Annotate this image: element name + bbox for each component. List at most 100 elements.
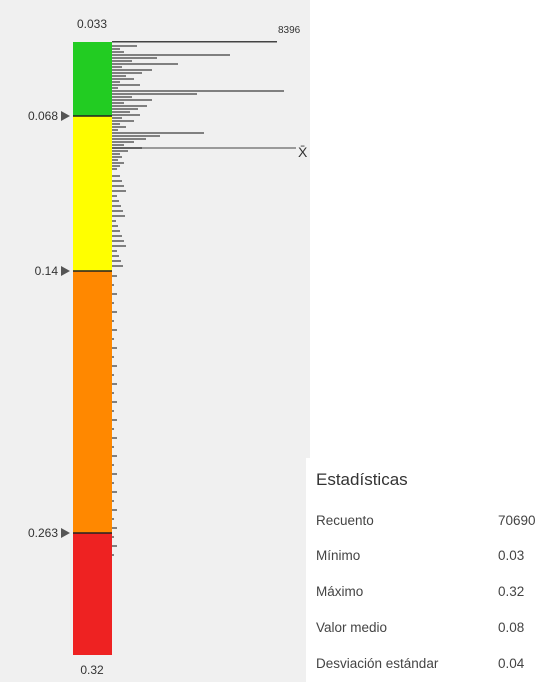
stat-value: 0.04: [498, 656, 525, 671]
class-break-label: 0.263: [28, 526, 58, 540]
histogram-bar: [112, 99, 152, 101]
histogram-bar: [112, 455, 117, 457]
histogram-bar: [112, 401, 117, 403]
histogram-bar: [112, 54, 230, 56]
histogram-max-count-label: 8396: [278, 25, 301, 36]
stat-value: 0.03: [498, 548, 525, 563]
histogram-bar: [112, 96, 132, 98]
histogram-bar: [112, 120, 134, 122]
histogram-bar: [112, 518, 114, 520]
histogram-bar: [112, 419, 117, 421]
histogram-bar: [112, 93, 197, 95]
histogram-bar: [112, 87, 118, 89]
class-break-handle[interactable]: [61, 266, 70, 276]
histogram-bar: [112, 156, 122, 158]
histogram-bar: [112, 105, 147, 107]
histogram-bar: [112, 245, 126, 247]
histogram-bar: [112, 150, 128, 152]
stat-row: Desviación estándar 0.04: [306, 656, 544, 676]
stat-row: Mínimo 0.03: [306, 548, 544, 568]
histogram-bar: [112, 45, 137, 47]
histogram-bar: [112, 200, 119, 202]
stat-label: Máximo: [316, 584, 364, 599]
stat-value: 70690: [498, 513, 536, 528]
histogram-bar: [112, 473, 117, 475]
class-break-handle[interactable]: [61, 528, 70, 538]
histogram-bar: [112, 509, 117, 511]
histogram-bar: [112, 57, 157, 59]
histogram-bar: [112, 392, 114, 394]
stat-label: Mínimo: [316, 548, 361, 563]
histogram-bar: [112, 111, 130, 113]
stat-row: Máximo 0.32: [306, 584, 544, 604]
class-break-handle[interactable]: [61, 111, 70, 121]
stat-row: Recuento 70690: [306, 513, 544, 533]
histogram-bar: [112, 175, 120, 177]
histogram-bar: [112, 374, 114, 376]
histogram-bar: [112, 51, 124, 53]
histogram-bar: [112, 545, 117, 547]
histogram-bar: [112, 329, 117, 331]
histogram-bar: [112, 220, 116, 222]
stat-value: 0.08: [498, 620, 525, 635]
histogram-bar: [112, 428, 114, 430]
histogram-bar: [112, 230, 120, 232]
histogram-bar: [112, 90, 284, 92]
histogram-bar: [112, 284, 114, 286]
histogram-bar: [112, 265, 123, 267]
histogram-bar: [112, 250, 117, 252]
histogram-colorbar: 0.033 0.32 8396 X̄ 0.068 0.14 0.263: [28, 17, 308, 677]
histogram-bar: [112, 410, 114, 412]
histogram-bar: [112, 500, 114, 502]
histogram-bar: [112, 293, 117, 295]
histogram-bar: [112, 84, 140, 86]
histogram-bar: [112, 168, 117, 170]
statistics-panel: Estadísticas Recuento 70690 Mínimo 0.03 Máxi…: [306, 458, 544, 682]
histogram-bar: [112, 180, 122, 182]
histogram-bar: [112, 225, 118, 227]
histogram-bar: [112, 102, 124, 104]
histogram-bar: [112, 72, 142, 74]
histogram-bar: [112, 210, 123, 212]
stat-label: Recuento: [316, 513, 374, 528]
histogram-bar: [112, 338, 114, 340]
histogram-bar: [112, 108, 138, 110]
class-color-segment: [73, 533, 112, 655]
histogram-bar: [112, 123, 120, 125]
histogram-bar: [112, 78, 134, 80]
max-value-label: 0.32: [80, 663, 104, 677]
histogram-bar: [112, 48, 120, 50]
histogram-bar: [112, 63, 178, 65]
histogram-bar: [112, 75, 126, 77]
histogram-bar: [112, 527, 117, 529]
histogram-bar: [112, 536, 114, 538]
class-color-segment: [73, 116, 112, 271]
histogram-bar: [112, 255, 119, 257]
histogram-bar: [112, 302, 114, 304]
stat-row: Valor medio 0.08: [306, 620, 544, 640]
mean-symbol: X̄: [298, 144, 308, 160]
histogram-bar: [112, 464, 114, 466]
histogram-bar: [112, 446, 114, 448]
histogram-bar: [112, 41, 277, 43]
histogram-bar: [112, 491, 117, 493]
histogram-bar: [112, 482, 114, 484]
histogram-bar: [112, 437, 117, 439]
histogram-bar: [112, 365, 117, 367]
histogram-bar: [112, 114, 140, 116]
histogram-bar: [112, 126, 126, 128]
histogram-bar: [112, 162, 124, 164]
stat-label: Desviación estándar: [316, 656, 439, 671]
histogram-bar: [112, 66, 122, 68]
histogram-bar: [112, 144, 124, 146]
histogram-bar: [112, 153, 120, 155]
symbology-histogram-panel: 0.033 0.32 8396 X̄ 0.068 0.14 0.263: [0, 0, 310, 682]
histogram-bar: [112, 235, 122, 237]
histogram-bar: [112, 383, 117, 385]
histogram-bar: [112, 190, 126, 192]
class-color-segment: [73, 42, 112, 116]
class-break-label: 0.14: [35, 264, 59, 278]
statistics-title: Estadísticas: [316, 470, 408, 489]
histogram-bar: [112, 135, 160, 137]
histogram-bar: [112, 311, 117, 313]
